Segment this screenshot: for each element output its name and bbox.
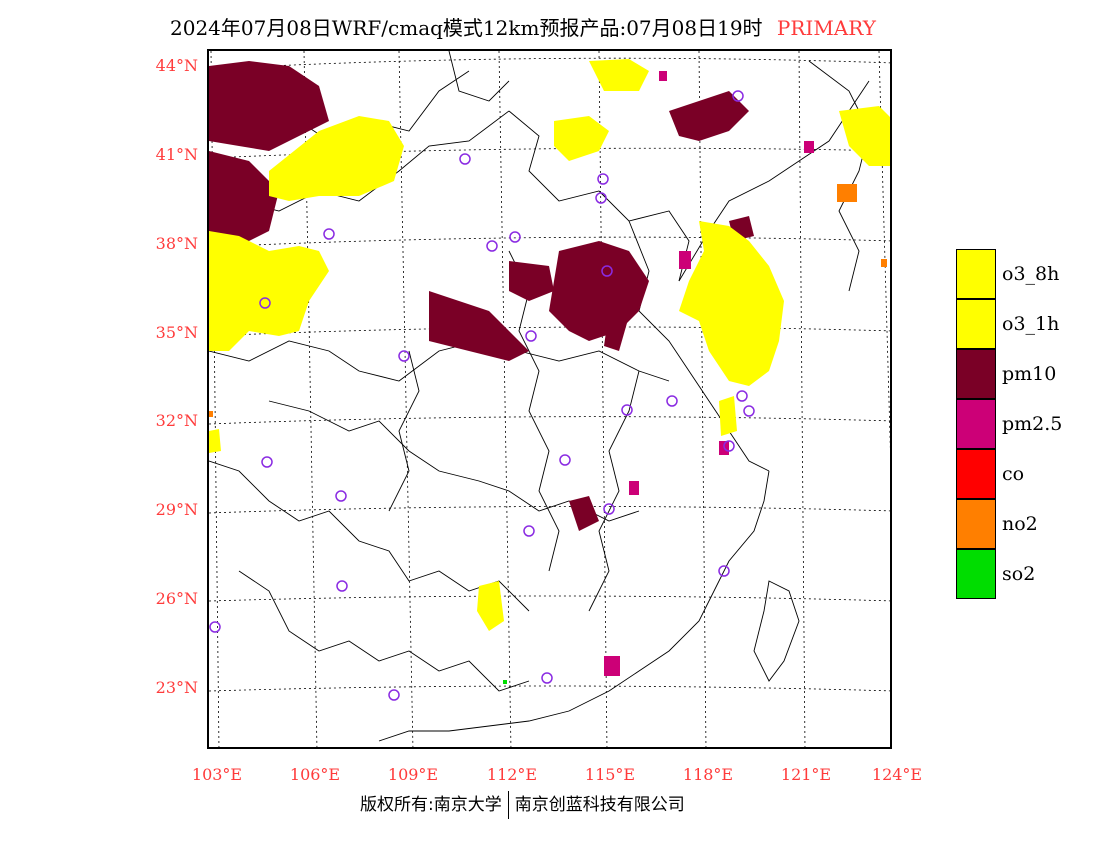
map-title-tag: PRIMARY <box>776 16 876 40</box>
legend-swatch <box>956 299 996 349</box>
lat-label-23: 23°N <box>155 678 198 697</box>
legend-item-o3-1h: o3_1h <box>956 299 1086 349</box>
legend-label: pm10 <box>1002 363 1057 385</box>
lon-label-112: 112°E <box>486 765 538 784</box>
station-markers <box>209 90 755 701</box>
lon-label-109: 109°E <box>387 765 439 784</box>
map-title: 2024年07月08日WRF/cmaq模式12km预报产品:07月08日19时 … <box>170 12 1000 42</box>
legend-label: o3_8h <box>1002 263 1060 285</box>
pm10-areas <box>209 61 754 531</box>
lon-label-103: 103°E <box>191 765 243 784</box>
lat-label-35: 35°N <box>155 323 198 342</box>
legend-swatch <box>956 349 996 399</box>
lon-label-124: 124°E <box>871 765 923 784</box>
legend-swatch <box>956 249 996 299</box>
legend-label: no2 <box>1002 513 1038 535</box>
lat-label-29: 29°N <box>155 500 198 519</box>
map-canvas <box>209 51 890 747</box>
lon-label-121: 121°E <box>780 765 832 784</box>
forecast-map <box>207 49 892 749</box>
legend-item-o3-8h: o3_8h <box>956 249 1086 299</box>
pollutant-legend: o3_8h o3_1h pm10 pm2.5 co no2 so2 <box>956 249 1086 599</box>
legend-item-so2: so2 <box>956 549 1086 599</box>
copyright-separator <box>507 791 509 819</box>
lon-label-115: 115°E <box>584 765 636 784</box>
legend-item-no2: no2 <box>956 499 1086 549</box>
legend-swatch <box>956 449 996 499</box>
lat-label-26: 26°N <box>155 589 198 608</box>
copyright-left: 版权所有:南京大学 <box>360 795 502 815</box>
copyright-notice: 版权所有:南京大学 南京创蓝科技有限公司 <box>360 790 780 819</box>
so2-areas <box>503 680 507 684</box>
ozone-areas <box>209 59 890 631</box>
map-title-main: 2024年07月08日WRF/cmaq模式12km预报产品:07月08日19时 <box>170 16 763 40</box>
legend-item-co: co <box>956 449 1086 499</box>
legend-item-pm25: pm2.5 <box>956 399 1086 449</box>
lon-label-118: 118°E <box>682 765 734 784</box>
lat-label-38: 38°N <box>155 234 198 253</box>
legend-swatch <box>956 499 996 549</box>
legend-swatch <box>956 399 996 449</box>
copyright-right: 南京创蓝科技有限公司 <box>514 795 685 815</box>
legend-label: co <box>1002 463 1025 485</box>
legend-item-pm10: pm10 <box>956 349 1086 399</box>
legend-label: pm2.5 <box>1002 413 1063 435</box>
lat-label-44: 44°N <box>155 56 198 75</box>
no2-areas <box>209 184 887 417</box>
lon-label-106: 106°E <box>289 765 341 784</box>
pm25-areas <box>604 71 814 676</box>
lat-label-41: 41°N <box>155 145 198 164</box>
legend-swatch <box>956 549 996 599</box>
legend-label: so2 <box>1002 563 1036 585</box>
legend-label: o3_1h <box>1002 313 1060 335</box>
lat-label-32: 32°N <box>155 411 198 430</box>
